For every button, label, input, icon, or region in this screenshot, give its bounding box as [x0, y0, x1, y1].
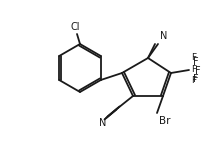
Text: F: F: [193, 57, 199, 67]
Text: N: N: [99, 118, 107, 128]
Text: F: F: [195, 66, 201, 76]
Text: Br: Br: [159, 116, 171, 126]
Text: F
F
F: F F F: [191, 53, 196, 85]
Text: N: N: [160, 31, 167, 41]
Text: F: F: [193, 74, 199, 84]
Text: Cl: Cl: [70, 22, 80, 32]
